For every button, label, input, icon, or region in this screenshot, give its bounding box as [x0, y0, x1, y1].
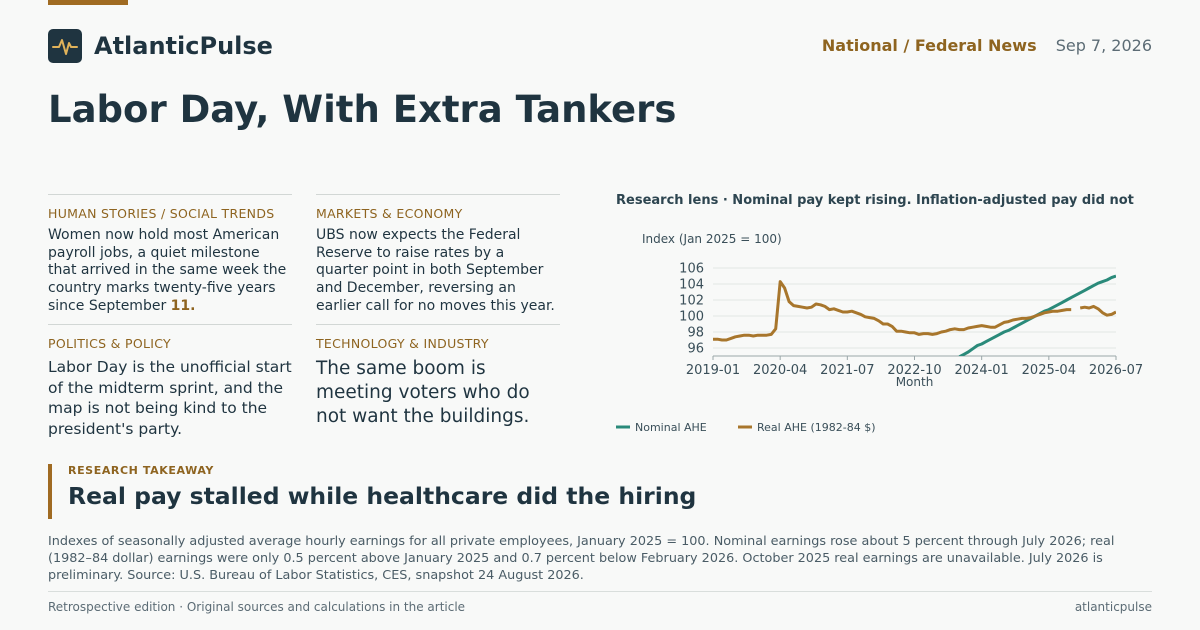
story-summary[interactable]: Labor Day is the unofficial start of the…	[48, 358, 292, 438]
chart-caption: Indexes of seasonally adjusted average h…	[48, 534, 1115, 583]
y-tick-label: 98	[687, 326, 704, 341]
page-title: Labor Day, With Extra Tankers	[48, 88, 677, 131]
x-axis-label: Month	[896, 375, 934, 389]
story-summary[interactable]: The same boom is meeting voters who do n…	[316, 358, 530, 427]
y-tick-label: 106	[679, 262, 704, 277]
chart-title: Research lens · Nominal pay kept rising.…	[616, 193, 1134, 208]
x-tick-label: 2019-01	[686, 363, 740, 378]
story-kicker: TECHNOLOGY & INDUSTRY	[316, 336, 489, 351]
y-axis-label: Index (Jan 2025 = 100)	[642, 232, 782, 246]
research-takeaway: RESEARCH TAKEAWAY Real pay stalled while…	[48, 464, 1048, 519]
x-tick-label: 2022-10	[887, 363, 941, 378]
y-tick-label: 102	[679, 294, 704, 309]
x-tick-label: 2020-04	[753, 363, 807, 378]
story-summary[interactable]: UBS now expects the Federal Reserve to r…	[316, 227, 555, 314]
brand-name[interactable]: AtlanticPulse	[94, 32, 273, 60]
takeaway-label: RESEARCH TAKEAWAY	[68, 464, 214, 477]
section-link[interactable]: National / Federal News	[821, 36, 1037, 55]
takeaway-title[interactable]: Real pay stalled while healthcare did th…	[68, 482, 697, 510]
publish-date: Sep 7, 2026	[1055, 36, 1152, 55]
x-tick-label: 2025-04	[1022, 363, 1076, 378]
x-tick-label: 2021-07	[820, 363, 874, 378]
pulse-icon	[52, 39, 78, 55]
series-line-real	[713, 280, 1116, 342]
story-summary-text: Women now hold most American payroll job…	[48, 227, 287, 314]
story-kicker: HUMAN STORIES / SOCIAL TRENDS	[48, 206, 275, 221]
story-card-markets[interactable]: MARKETS & ECONOMY UBS now expects the Fe…	[316, 194, 560, 316]
y-tick-label: 104	[679, 278, 704, 293]
site-header: AtlanticPulse National / Federal News Se…	[48, 29, 1152, 63]
x-tick-label: 2024-01	[955, 363, 1009, 378]
story-card-politics[interactable]: POLITICS & POLICY Labor Day is the unoff…	[48, 324, 292, 439]
story-kicker: POLITICS & POLICY	[48, 336, 171, 351]
legend-label: Real AHE (1982-84 $)	[757, 421, 876, 434]
header-meta: National / Federal News Sep 7, 2026	[822, 36, 1152, 56]
story-card-technology[interactable]: TECHNOLOGY & INDUSTRY The same boom is m…	[316, 324, 560, 429]
footer-note: Retrospective edition · Original sources…	[48, 600, 466, 614]
story-summary[interactable]: Women now hold most American payroll job…	[48, 227, 292, 316]
story-highlight: 11.	[170, 297, 196, 314]
legend-label: Nominal AHE	[635, 421, 707, 434]
logo[interactable]	[48, 29, 82, 63]
story-kicker: MARKETS & ECONOMY	[316, 206, 463, 221]
y-tick-label: 100	[679, 310, 704, 325]
footer-site-link[interactable]: atlanticpulse	[1074, 600, 1152, 614]
y-tick-label: 96	[687, 342, 704, 357]
footer-divider	[48, 591, 1152, 592]
story-card-human-stories[interactable]: HUMAN STORIES / SOCIAL TRENDS Women now …	[48, 194, 292, 316]
top-accent-bar	[48, 0, 128, 5]
x-tick-label: 2026-07	[1089, 363, 1143, 378]
